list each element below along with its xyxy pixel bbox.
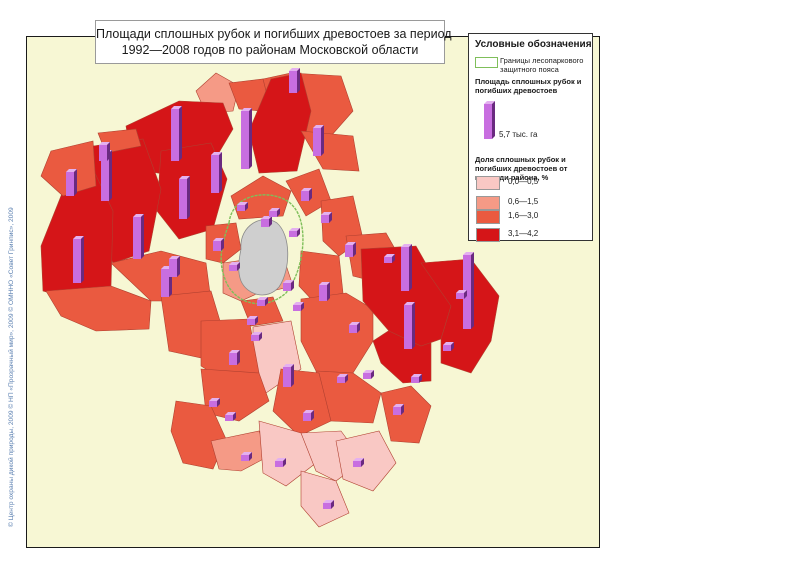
bar-6: [179, 176, 190, 219]
district-28: [300, 292, 374, 374]
bar-31: [393, 404, 404, 415]
bar-35: [353, 458, 364, 467]
bar-1: [171, 106, 182, 161]
bar-7: [133, 214, 144, 259]
legend-share-heading: Доля сплошных рубок и погибших древостое…: [475, 155, 568, 182]
legend-heading: Условные обозначения: [475, 39, 592, 50]
legend-swatch-class1: [476, 176, 500, 190]
bar-9: [66, 169, 77, 196]
map-title: Площади сплошных рубок и погибших древос…: [95, 20, 452, 64]
forest-belt-border-swatch: [475, 57, 498, 68]
legend-bar-symbol: [484, 101, 495, 139]
bar-43: [456, 290, 467, 299]
legend-area-heading: Площадь сплошных рубок и погибших древос…: [475, 77, 582, 95]
legend-class1-label: 0,0—0,5: [508, 177, 539, 186]
bar-48: [257, 297, 268, 306]
legend: Условные обозначения Границы лесопарково…: [468, 33, 593, 242]
bar-2: [241, 108, 252, 169]
bar-39: [247, 316, 258, 325]
bar-32: [209, 398, 220, 407]
district-39: [335, 430, 397, 492]
bar-5: [211, 152, 222, 193]
bar-11: [99, 142, 110, 161]
bar-17: [283, 364, 294, 387]
legend-class2-label: 0,6—1,5: [508, 197, 539, 206]
district-16: [230, 175, 292, 220]
district-18: [300, 130, 360, 172]
districts: [40, 72, 500, 528]
bar-4: [313, 125, 324, 156]
copyright-credit: © Центр охраны дикой природы, 2009 © НП …: [8, 207, 15, 527]
bar-3: [289, 68, 300, 93]
district-map: [40, 68, 500, 528]
bar-18: [229, 350, 240, 365]
bar-26: [283, 280, 294, 291]
district-10: [40, 140, 97, 197]
bar-27: [303, 410, 314, 421]
legend-swatch-class4: [476, 228, 500, 242]
bar-44: [443, 342, 454, 351]
bar-28: [251, 332, 262, 341]
bar-29: [349, 322, 360, 333]
legend-swatch-class3: [476, 210, 500, 224]
bar-30: [363, 370, 374, 379]
bar-13: [169, 256, 180, 277]
bar-38: [289, 228, 300, 237]
bar-45: [411, 374, 422, 383]
legend-bar-label: 5,7 тыс. га: [499, 130, 538, 139]
map-title-line2: 1992—2008 годов по районам Московской об…: [121, 43, 419, 57]
district-34: [380, 385, 432, 444]
bar-19: [319, 282, 330, 301]
bar-20: [261, 216, 272, 227]
map-title-line1: Площади сплошных рубок и погибших древос…: [96, 27, 452, 41]
bar-8: [73, 236, 84, 283]
bars: [66, 68, 474, 509]
district-36: [210, 430, 270, 472]
bar-22: [321, 212, 332, 223]
district-33: [420, 258, 500, 374]
bar-42: [384, 254, 395, 263]
bar-21: [301, 188, 312, 201]
bar-33: [241, 452, 252, 461]
bar-24: [213, 238, 224, 251]
bar-40: [225, 412, 236, 421]
district-12: [45, 285, 152, 332]
legend-class4-label: 3,1—4,2: [508, 229, 539, 238]
legend-class3-label: 1,6—3,0: [508, 211, 539, 220]
bar-37: [269, 208, 280, 217]
bar-23: [345, 242, 356, 257]
bar-41: [337, 374, 348, 383]
forest-belt-border-label: Границы лесопаркового защитного пояса: [500, 56, 584, 74]
bar-36: [323, 500, 334, 509]
legend-swatch-class2: [476, 196, 500, 210]
moscow-city: [238, 219, 289, 296]
bar-14: [401, 244, 412, 291]
district-40: [300, 470, 350, 528]
bar-16: [404, 302, 415, 349]
bar-47: [229, 262, 240, 271]
bar-46: [293, 302, 304, 311]
bar-25: [237, 202, 248, 211]
bar-34: [275, 458, 286, 467]
